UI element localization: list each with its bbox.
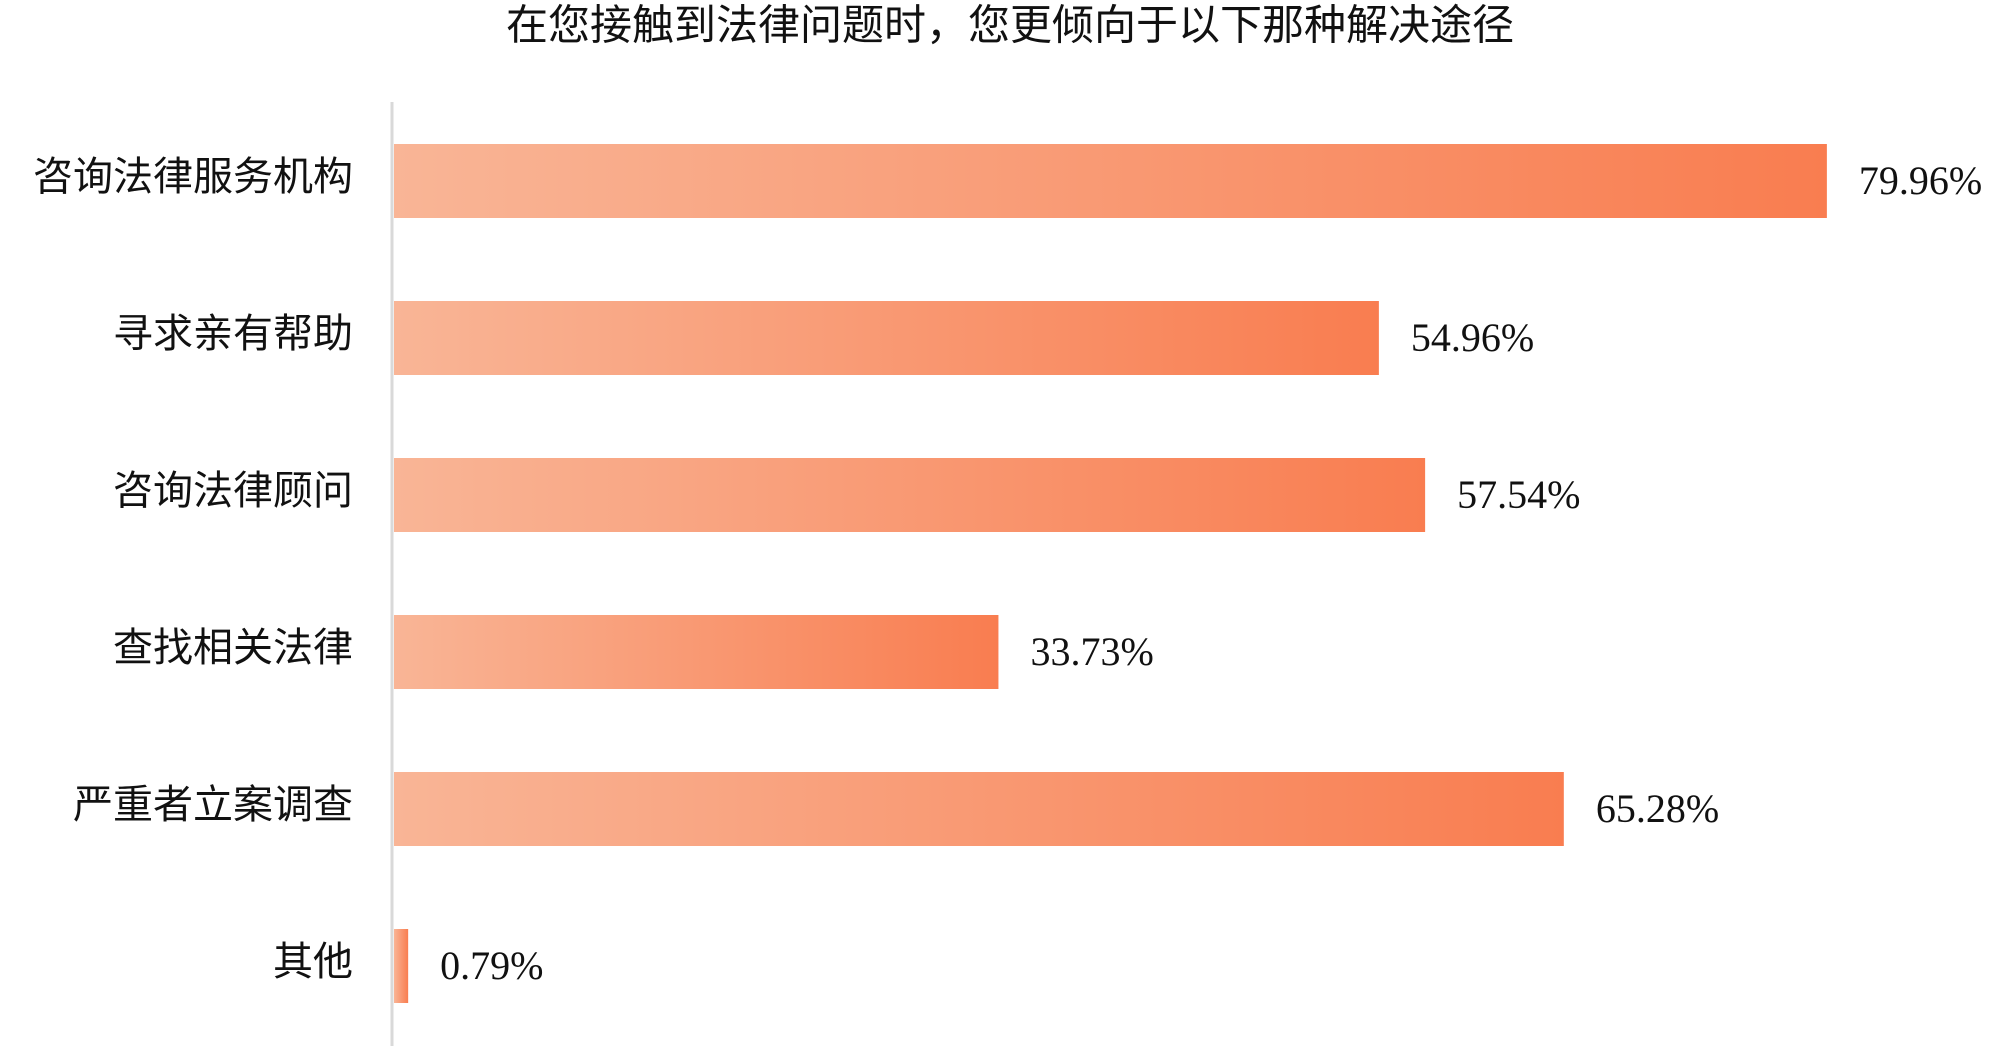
data-label: 33.73% [1030,629,1153,674]
y-tick-label: 咨询法律顾问 [113,468,353,513]
y-tick-label: 咨询法律服务机构 [33,154,353,199]
data-label: 79.96% [1859,158,1982,203]
data-label: 54.96% [1411,315,1534,360]
y-tick-label: 严重者立案调查 [73,782,353,827]
bar [394,615,999,689]
y-tick-label: 寻求亲有帮助 [113,311,353,356]
bar [394,301,1379,375]
data-label: 65.28% [1596,786,1719,831]
y-tick-label: 其他 [273,939,353,984]
bar [394,772,1564,846]
data-label: 0.79% [440,943,543,988]
chart-title: 在您接触到法律问题时，您更倾向于以下那种解决途径 [506,3,1514,50]
data-label: 57.54% [1457,472,1580,517]
bar [394,458,1426,532]
y-tick-label: 查找相关法律 [113,625,353,670]
bar [394,929,409,1003]
bar [394,144,1827,218]
